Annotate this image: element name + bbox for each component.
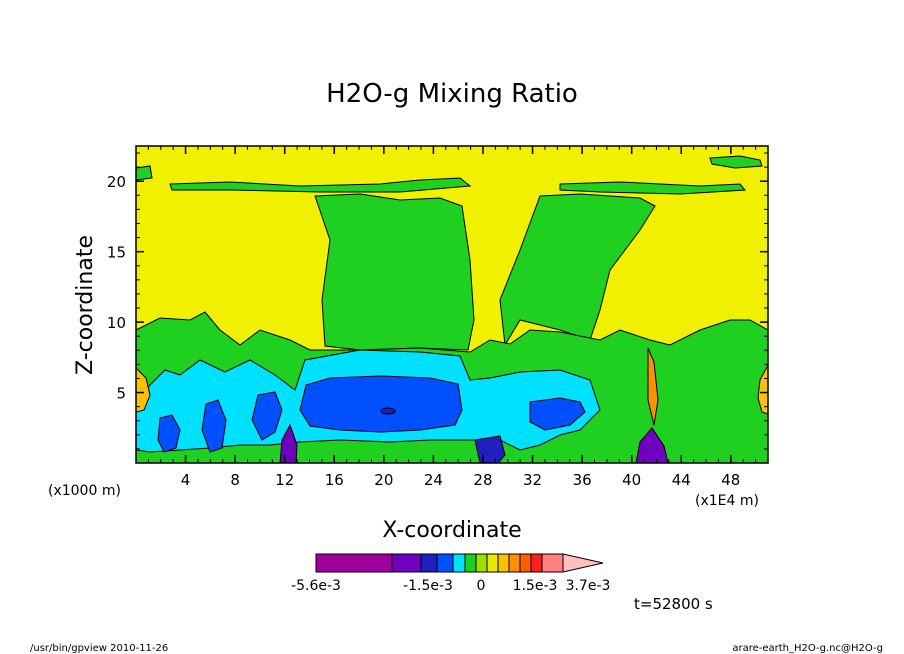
y-tick-label: 5 [116, 385, 126, 403]
colorbar-label: -5.6e-3 [291, 578, 341, 594]
field-blue-left-3 [201, 399, 227, 453]
field-green-upper-right [499, 193, 656, 347]
field-green-top-band-1 [169, 177, 472, 193]
field-blue-bottom [474, 435, 506, 464]
colorbar-label: -1.5e-3 [403, 578, 453, 594]
x-tick-label: 16 [325, 471, 344, 489]
x-tick-label: 44 [672, 471, 691, 489]
colorbar-swatch [519, 553, 532, 573]
x-tick-label: 32 [523, 471, 542, 489]
colorbar [315, 553, 604, 573]
y-axis: 5 10 15 20 [107, 152, 768, 450]
plot-frame [135, 145, 769, 464]
x-tick-label: 36 [573, 471, 592, 489]
field-blue-left-1 [157, 414, 181, 453]
field-orange-spike [647, 347, 659, 426]
x-tick-label: 48 [721, 471, 740, 489]
colorbar-labels: -5.6e-3 -1.5e-3 0 1.5e-3 3.7e-3 [291, 578, 610, 594]
field-green-top-band-4 [709, 155, 763, 169]
x-units-right: (x1E4 m) [695, 493, 759, 509]
x-tick-label: 4 [181, 471, 191, 489]
x-units-left: (x1000 m) [48, 483, 121, 499]
footer-right: arare-earth_H2O-g.nc@H2O-g [732, 643, 883, 654]
x-tick-label: 40 [622, 471, 641, 489]
field-green-top-band-2 [559, 181, 747, 195]
field-blue-core [299, 375, 463, 433]
colorbar-swatch [541, 553, 564, 573]
colorbar-swatch [497, 553, 510, 573]
y-tick-label: 20 [107, 173, 126, 191]
colorbar-swatch [315, 553, 393, 573]
colorbar-extend-arrow [562, 553, 604, 573]
y-tick-label: 15 [107, 244, 126, 262]
colorbar-label: 3.7e-3 [566, 578, 611, 594]
heatmap-field [135, 146, 769, 464]
field-green-upper-left [314, 193, 475, 351]
colorbar-swatch [508, 553, 521, 573]
field-dark-blue-spot [380, 407, 396, 415]
time-label: t=52800 s [634, 595, 713, 613]
colorbar-label: 1.5e-3 [513, 578, 558, 594]
colorbar-swatch [391, 553, 422, 573]
y-tick-label: 10 [107, 314, 126, 332]
y-axis-label: Z-coordinate [73, 235, 98, 375]
field-blue-right [529, 397, 586, 431]
footer-left: /usr/bin/gpview 2010-11-26 [30, 643, 168, 654]
field-blue-left-2 [251, 391, 283, 441]
colorbar-swatch [475, 553, 488, 573]
x-axis-label: X-coordinate [382, 518, 521, 543]
colorbar-swatch [452, 553, 466, 573]
colorbar-swatch [464, 553, 477, 573]
x-tick-label: 28 [473, 471, 492, 489]
colorbar-swatch [420, 553, 438, 573]
x-axis: 4 8 12 16 20 24 28 32 36 40 44 48 [147, 146, 757, 489]
field-green-top-band-3 [135, 165, 153, 181]
colorbar-swatch [436, 553, 454, 573]
colorbar-label: 0 [477, 578, 486, 594]
x-tick-label: 12 [275, 471, 294, 489]
colorbar-swatch [530, 553, 543, 573]
x-tick-label: 24 [424, 471, 443, 489]
field-purple-min-right [635, 427, 669, 464]
chart-title: H2O-g Mixing Ratio [326, 79, 578, 109]
colorbar-swatch [486, 553, 499, 573]
x-tick-label: 20 [374, 471, 393, 489]
field-purple-min-left [279, 423, 298, 464]
x-tick-label: 8 [230, 471, 240, 489]
